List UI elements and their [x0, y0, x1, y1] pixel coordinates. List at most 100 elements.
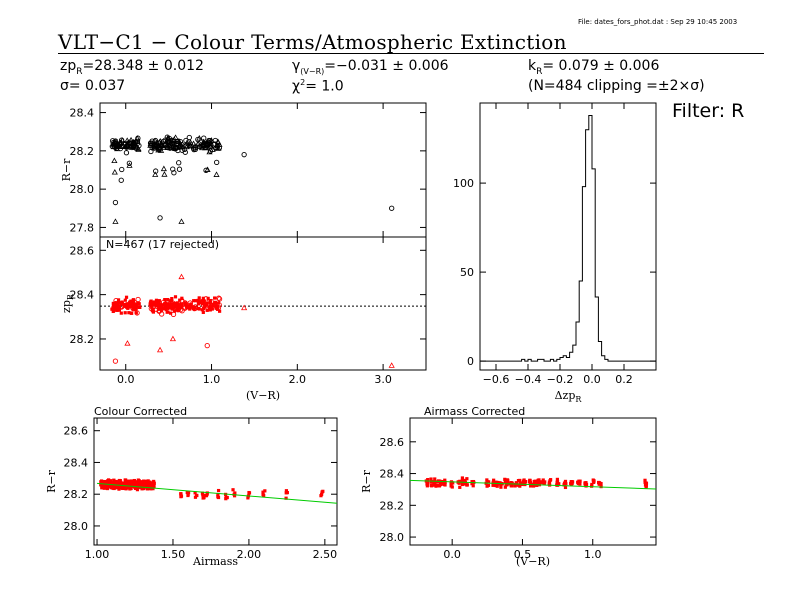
y-tick-label: 28.0 — [64, 520, 89, 533]
gamma-value: =−0.031 ± 0.006 — [324, 58, 449, 74]
data-point — [241, 152, 247, 158]
data-point — [429, 477, 433, 481]
data-point — [179, 495, 183, 499]
data-point — [202, 496, 206, 500]
data-point — [201, 310, 205, 314]
data-point — [182, 300, 188, 306]
data-point — [126, 162, 133, 168]
data-point — [154, 300, 158, 305]
data-point — [137, 478, 141, 483]
data-point — [140, 481, 144, 486]
y-axis-label: R−r — [60, 158, 73, 181]
data-point — [142, 484, 146, 489]
k-symbol: k — [528, 58, 537, 74]
data-point — [247, 491, 252, 495]
data-point — [192, 306, 196, 310]
data-point — [503, 477, 507, 481]
data-point — [197, 296, 201, 300]
data-point — [170, 296, 174, 301]
data-point — [136, 302, 140, 306]
chi2-value: = 1.0 — [305, 78, 344, 95]
data-point — [188, 303, 193, 307]
data-point — [388, 362, 395, 368]
fit-line — [409, 479, 657, 490]
data-point — [135, 488, 140, 492]
data-point — [186, 493, 190, 498]
data-point — [241, 304, 248, 311]
data-point — [160, 305, 164, 310]
page-title: VLT−C1 − Colour Terms/Atmospheric Extinc… — [58, 30, 567, 54]
data-point — [215, 307, 220, 311]
data-point — [193, 299, 198, 303]
data-point — [165, 310, 169, 314]
data-point — [196, 306, 201, 311]
data-point — [169, 303, 173, 307]
data-point — [516, 483, 520, 487]
data-point — [576, 480, 580, 484]
panel-title: Airmass Corrected — [424, 405, 525, 418]
data-point — [153, 303, 157, 307]
data-point — [208, 308, 212, 312]
chi2-symbol: χ — [292, 78, 301, 95]
data-point — [133, 486, 138, 490]
data-point — [182, 149, 188, 155]
y-tick-label: 100 — [453, 177, 474, 190]
data-point — [429, 480, 433, 484]
data-point — [203, 140, 209, 146]
data-point — [176, 160, 182, 166]
y-axis-label: zpR — [60, 293, 75, 313]
panel-2: 28.2 28.4 28.6 0.0 1.0 2.0 3.0 zpR N=467 (17 rej… — [60, 236, 427, 402]
data-point — [213, 171, 220, 177]
data-point — [471, 484, 475, 488]
data-point — [126, 160, 133, 166]
clipping-stat: (N=484 clipping =±2×σ) — [528, 78, 705, 94]
data-point — [123, 298, 127, 302]
data-point — [159, 311, 165, 317]
x-tick-label: 2.0 — [289, 373, 307, 386]
data-point — [124, 305, 129, 309]
histogram-outline — [480, 114, 656, 362]
data-point — [224, 497, 228, 501]
x-tick-label: 3.0 — [374, 373, 392, 386]
data-point — [533, 481, 537, 486]
data-point — [208, 300, 212, 305]
data-point — [115, 302, 120, 306]
y-tick-label: 28.2 — [380, 499, 405, 512]
data-point — [105, 481, 109, 485]
data-point — [135, 145, 142, 151]
data-point — [458, 479, 462, 483]
data-point — [126, 479, 131, 483]
data-point — [210, 306, 214, 310]
panel-4: 28.0 28.2 28.4 28.6 1.00 1.50 2.00 2.50 Colour C… — [45, 405, 338, 568]
panel-1: 27.8 28.0 28.2 28.4 R−r — [60, 102, 427, 238]
data-point — [284, 489, 289, 493]
data-point — [555, 480, 559, 484]
x-tick-label: −0.6 — [483, 373, 510, 386]
data-point — [196, 135, 203, 141]
data-point — [146, 479, 150, 483]
data-point — [578, 479, 582, 483]
data-point — [119, 480, 123, 484]
data-point — [165, 306, 170, 310]
data-point — [173, 295, 178, 299]
data-point — [170, 307, 174, 311]
data-point — [132, 482, 136, 486]
x-tick-label: 0.0 — [583, 373, 601, 386]
data-point — [530, 482, 535, 486]
data-point — [216, 295, 222, 301]
data-point — [141, 481, 146, 485]
data-point — [112, 358, 119, 364]
data-point — [152, 171, 159, 177]
data-point — [117, 300, 121, 305]
x-tick-label: −0.4 — [515, 373, 542, 386]
data-point — [644, 484, 648, 488]
k-subscript: R — [536, 66, 543, 77]
data-point — [449, 484, 453, 488]
x-tick-label: 0.2 — [615, 373, 633, 386]
x-tick-label: 0.0 — [117, 373, 135, 386]
gamma-subscript: (V−R) — [300, 66, 325, 76]
data-point — [510, 481, 514, 485]
data-point — [433, 477, 437, 481]
data-point — [590, 482, 594, 487]
data-point — [135, 135, 141, 141]
